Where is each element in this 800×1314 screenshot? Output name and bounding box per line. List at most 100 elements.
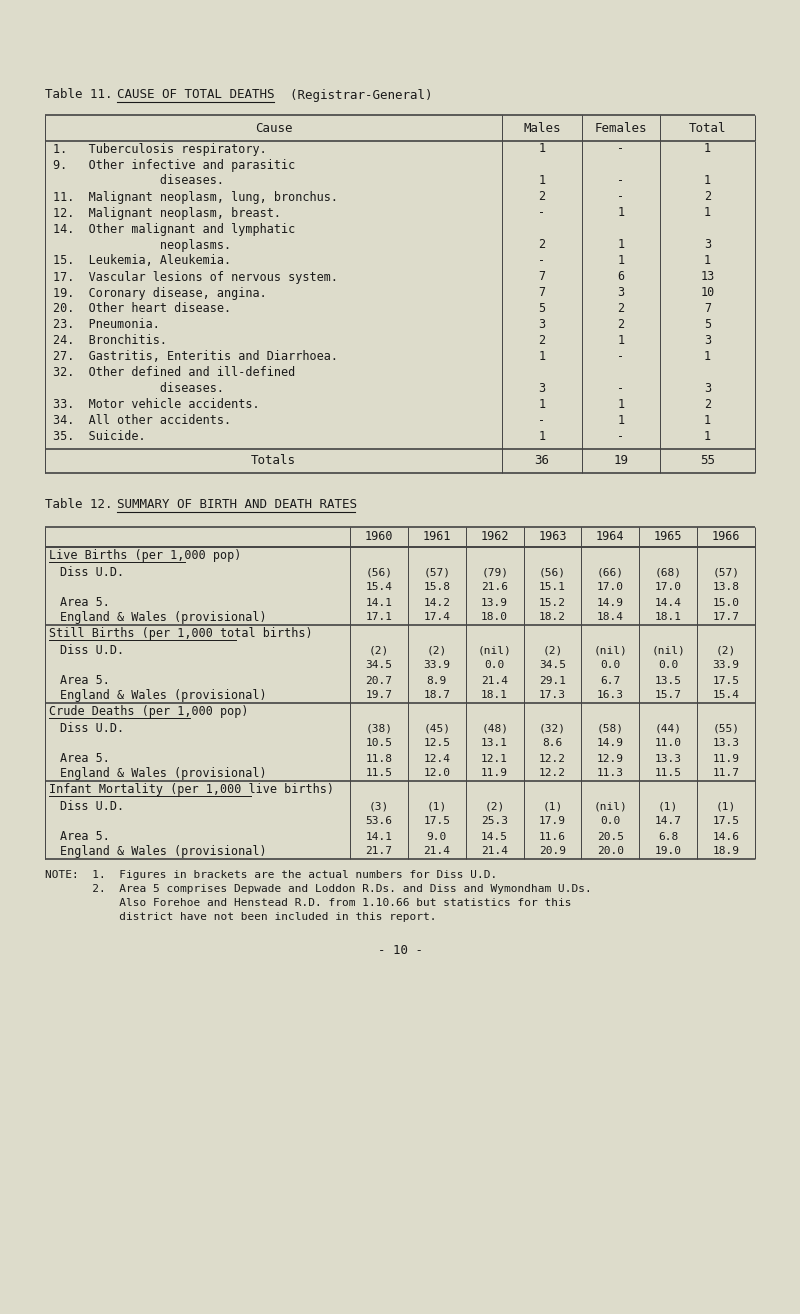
Text: Diss U.D.: Diss U.D. — [60, 644, 124, 657]
Text: 0.0: 0.0 — [485, 661, 505, 670]
Text: 17.0: 17.0 — [654, 582, 682, 593]
Text: 33.  Motor vehicle accidents.: 33. Motor vehicle accidents. — [53, 398, 260, 411]
Text: Females: Females — [594, 121, 647, 134]
Text: 14.5: 14.5 — [481, 832, 508, 841]
Text: -: - — [538, 255, 546, 268]
Text: (2): (2) — [485, 802, 505, 812]
Text: 1: 1 — [704, 175, 711, 188]
Text: 19.  Coronary disease, angina.: 19. Coronary disease, angina. — [53, 286, 266, 300]
Text: 3: 3 — [618, 286, 625, 300]
Text: 7: 7 — [538, 286, 546, 300]
Text: 1: 1 — [538, 175, 546, 188]
Text: 1: 1 — [618, 414, 625, 427]
Text: -: - — [618, 191, 625, 204]
Text: (Registrar-General): (Registrar-General) — [275, 88, 433, 101]
Text: -: - — [618, 431, 625, 444]
Text: Diss U.D.: Diss U.D. — [60, 566, 124, 579]
Text: 12.9: 12.9 — [597, 753, 624, 763]
Text: (3): (3) — [369, 802, 389, 812]
Text: 33.9: 33.9 — [713, 661, 739, 670]
Text: 14.1: 14.1 — [366, 598, 393, 607]
Text: 14.9: 14.9 — [597, 738, 624, 749]
Text: 1966: 1966 — [712, 531, 740, 544]
Text: 14.6: 14.6 — [713, 832, 739, 841]
Text: 19: 19 — [614, 455, 629, 468]
Text: 11.9: 11.9 — [481, 769, 508, 778]
Text: 53.6: 53.6 — [366, 816, 393, 827]
Text: 19.7: 19.7 — [366, 690, 393, 700]
Text: 5: 5 — [704, 318, 711, 331]
Text: 2: 2 — [538, 335, 546, 347]
Text: (1): (1) — [716, 802, 736, 812]
Text: 1: 1 — [618, 206, 625, 219]
Text: 1960: 1960 — [365, 531, 393, 544]
Text: 13: 13 — [700, 271, 714, 284]
Text: (56): (56) — [539, 568, 566, 577]
Text: (56): (56) — [366, 568, 393, 577]
Text: 1: 1 — [618, 398, 625, 411]
Text: 10: 10 — [700, 286, 714, 300]
Text: (nil): (nil) — [651, 645, 685, 656]
Text: 17.5: 17.5 — [713, 675, 739, 686]
Text: 10.5: 10.5 — [366, 738, 393, 749]
Text: 5: 5 — [538, 302, 546, 315]
Text: 17.9: 17.9 — [539, 816, 566, 827]
Text: England & Wales (provisional): England & Wales (provisional) — [60, 611, 266, 624]
Text: 1: 1 — [618, 255, 625, 268]
Text: (48): (48) — [481, 724, 508, 733]
Text: -: - — [618, 142, 625, 155]
Text: 55: 55 — [700, 455, 715, 468]
Text: Diss U.D.: Diss U.D. — [60, 721, 124, 735]
Text: 29.1: 29.1 — [539, 675, 566, 686]
Text: 20.0: 20.0 — [597, 846, 624, 857]
Text: 12.4: 12.4 — [423, 753, 450, 763]
Text: 15.0: 15.0 — [713, 598, 739, 607]
Text: 1: 1 — [704, 142, 711, 155]
Text: Totals: Totals — [251, 455, 296, 468]
Text: 27.  Gastritis, Enteritis and Diarrhoea.: 27. Gastritis, Enteritis and Diarrhoea. — [53, 351, 338, 364]
Text: 17.4: 17.4 — [423, 612, 450, 623]
Text: 11.7: 11.7 — [713, 769, 739, 778]
Text: (1): (1) — [658, 802, 678, 812]
Text: 8.6: 8.6 — [542, 738, 562, 749]
Text: Area 5.: Area 5. — [60, 674, 110, 687]
Text: 1: 1 — [538, 142, 546, 155]
Text: (32): (32) — [539, 724, 566, 733]
Text: 1963: 1963 — [538, 531, 566, 544]
Text: 25.3: 25.3 — [481, 816, 508, 827]
Text: (38): (38) — [366, 724, 393, 733]
Text: 19.0: 19.0 — [654, 846, 682, 857]
Text: -: - — [618, 351, 625, 364]
Text: 18.7: 18.7 — [423, 690, 450, 700]
Text: 0.0: 0.0 — [600, 661, 621, 670]
Text: (1): (1) — [426, 802, 447, 812]
Text: -: - — [538, 414, 546, 427]
Text: 1: 1 — [704, 414, 711, 427]
Text: 11.  Malignant neoplasm, lung, bronchus.: 11. Malignant neoplasm, lung, bronchus. — [53, 191, 338, 204]
Text: 3: 3 — [538, 382, 546, 396]
Text: 1965: 1965 — [654, 531, 682, 544]
Text: neoplasms.: neoplasms. — [53, 239, 231, 251]
Text: 34.  All other accidents.: 34. All other accidents. — [53, 414, 231, 427]
Text: 12.0: 12.0 — [423, 769, 450, 778]
Text: 11.9: 11.9 — [713, 753, 739, 763]
Text: England & Wales (provisional): England & Wales (provisional) — [60, 845, 266, 858]
Text: Table 11.: Table 11. — [45, 88, 127, 101]
Text: 0.0: 0.0 — [658, 661, 678, 670]
Text: Still Births (per 1,000 total births): Still Births (per 1,000 total births) — [49, 628, 313, 640]
Text: (1): (1) — [542, 802, 562, 812]
Text: (44): (44) — [654, 724, 682, 733]
Text: 11.3: 11.3 — [597, 769, 624, 778]
Text: 2: 2 — [618, 302, 625, 315]
Text: Area 5.: Area 5. — [60, 830, 110, 844]
Text: 2: 2 — [538, 191, 546, 204]
Text: 3: 3 — [704, 382, 711, 396]
Text: 21.7: 21.7 — [366, 846, 393, 857]
Text: 3: 3 — [538, 318, 546, 331]
Text: Crude Deaths (per 1,000 pop): Crude Deaths (per 1,000 pop) — [49, 706, 249, 719]
Text: 13.8: 13.8 — [713, 582, 739, 593]
Text: 18.2: 18.2 — [539, 612, 566, 623]
Text: 13.1: 13.1 — [481, 738, 508, 749]
Text: 12.5: 12.5 — [423, 738, 450, 749]
Text: 14.2: 14.2 — [423, 598, 450, 607]
